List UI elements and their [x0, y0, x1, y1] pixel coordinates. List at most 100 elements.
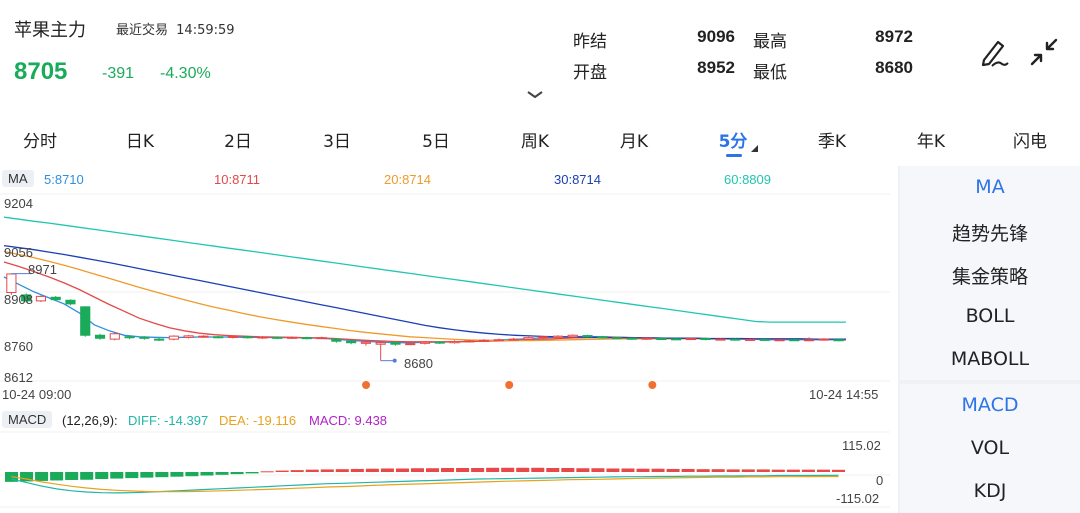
pencil-draw-icon[interactable]	[978, 36, 1010, 68]
indicator-maboll[interactable]: MABOLL	[950, 348, 1030, 370]
ma-lines	[3, 216, 847, 344]
price-axis-top: 9204	[4, 196, 33, 211]
candle-body	[641, 337, 652, 340]
ma10-value: 10:8711	[214, 172, 261, 187]
indicator-panel: MA 趋势先锋 集金策略 BOLL MABOLL MACD VOL KDJ	[898, 166, 1080, 513]
candle-body	[434, 341, 445, 344]
macd-bar	[441, 468, 455, 472]
indicator-ma[interactable]: MA	[975, 176, 1005, 198]
candle-body	[464, 340, 475, 343]
macd-legend-tag[interactable]: MACD	[2, 411, 53, 428]
ma-legend-tag[interactable]: MA	[2, 170, 34, 187]
low-value: 8680	[875, 58, 913, 77]
indicator-vol[interactable]: VOL	[970, 437, 1010, 459]
macd-diff-value: DIFF: -14.397	[128, 413, 209, 428]
tab-flash[interactable]: 闪电	[1013, 132, 1047, 152]
macd-bar	[816, 469, 830, 472]
candle-body	[803, 339, 815, 342]
kline-chart-svg[interactable]	[0, 166, 898, 513]
candle-body	[626, 337, 637, 340]
tab-3day[interactable]: 3日	[323, 132, 351, 152]
tab-daily-k[interactable]: 日K	[125, 132, 155, 152]
candle-body	[21, 294, 32, 302]
tab-5day[interactable]: 5日	[422, 132, 450, 152]
macd-bar	[801, 469, 815, 472]
tab-monthly-k[interactable]: 月K	[619, 132, 649, 152]
ma30-value: 30:8714	[554, 172, 601, 187]
indicator-kdj[interactable]: KDJ	[973, 480, 1007, 502]
candle-body	[227, 335, 239, 338]
macd-bar	[681, 468, 695, 472]
macd-bar	[471, 468, 485, 472]
active-tab-indicator	[726, 154, 742, 157]
macd-bar	[395, 468, 409, 472]
contract-title: 苹果主力	[14, 20, 86, 41]
open-label: 开盘	[573, 63, 607, 83]
macd-bar	[696, 469, 710, 472]
macd-bar	[531, 467, 545, 472]
indicator-macd[interactable]: MACD	[961, 394, 1019, 416]
candle-body	[183, 335, 194, 338]
candle-body	[272, 336, 283, 339]
candle-body	[35, 295, 47, 302]
macd-bar	[741, 469, 755, 472]
chevron-down-icon[interactable]	[527, 91, 543, 99]
low-leader-dot	[392, 358, 397, 363]
macd-bar	[20, 472, 34, 482]
tab-intraday[interactable]: 分时	[23, 132, 57, 152]
macd-bar	[245, 472, 259, 474]
candle-body	[611, 337, 623, 340]
low-label: 最低	[753, 63, 787, 83]
macd-bar	[320, 469, 334, 472]
candle-body	[833, 339, 844, 342]
ma20-value: 20:8714	[384, 172, 431, 187]
open-value: 8952	[697, 58, 735, 77]
tab-yearly-k[interactable]: 年K	[916, 132, 946, 152]
macd-bar	[65, 472, 79, 480]
macd-bar	[155, 472, 169, 478]
macd-bar	[546, 468, 560, 472]
candle-body	[715, 338, 726, 341]
price-change: -391	[102, 65, 135, 82]
event-marker	[648, 381, 657, 389]
macd-bar	[486, 467, 500, 472]
candle-body	[508, 338, 519, 341]
candle-body	[449, 341, 460, 344]
price-axis-lower: 8760	[4, 339, 33, 354]
macd-bar	[350, 468, 364, 472]
macd-bar	[140, 472, 154, 478]
indicator-boll[interactable]: BOLL	[965, 305, 1015, 327]
candle-body	[65, 299, 76, 305]
macd-bar	[666, 468, 680, 472]
candle-body	[493, 339, 504, 342]
macd-bar	[410, 468, 424, 472]
macd-bar	[831, 469, 845, 472]
indicator-gold-strategy[interactable]: 集金策略	[951, 266, 1028, 288]
tab-5min[interactable]: 5分	[718, 132, 748, 152]
candle-body	[538, 336, 549, 339]
indicator-trend-pioneer[interactable]: 趋势先锋	[951, 223, 1028, 245]
tab-weekly-k[interactable]: 周K	[520, 132, 550, 152]
macd-bar	[426, 468, 440, 472]
candle-body	[109, 333, 120, 340]
kline-chart-area[interactable]: MA 5:8710 10:8711 20:8714 30:8714 60:880…	[0, 166, 898, 513]
tab-quarterly-k[interactable]: 季K	[817, 132, 847, 152]
x-axis-start-time: 10-24 09:00	[2, 387, 72, 402]
dea-line	[11, 475, 839, 493]
tab-2day[interactable]: 2日	[224, 132, 252, 152]
ma60-value: 60:8809	[724, 172, 771, 187]
period-dropdown-triangle-icon[interactable]	[751, 145, 758, 152]
candle-body	[789, 339, 800, 342]
ma-legend: MA 5:8710 10:8711 20:8714 30:8714 60:880…	[0, 170, 898, 190]
macd-bar	[456, 468, 470, 472]
macd-bar	[215, 472, 229, 475]
macd-bar	[260, 471, 274, 473]
price-axis-mid: 8908	[4, 292, 33, 307]
candle-body	[774, 339, 785, 342]
period-tabs: 分时 日K 2日 3日 5日 周K 月K 5分 季K 年K 闪电	[0, 122, 1080, 156]
x-axis-end-time: 10-24 14:55	[809, 387, 879, 402]
collapse-arrows-icon[interactable]	[1028, 36, 1060, 68]
macd-histogram	[5, 467, 845, 494]
macd-bar	[275, 470, 289, 472]
macd-bar	[606, 468, 620, 472]
